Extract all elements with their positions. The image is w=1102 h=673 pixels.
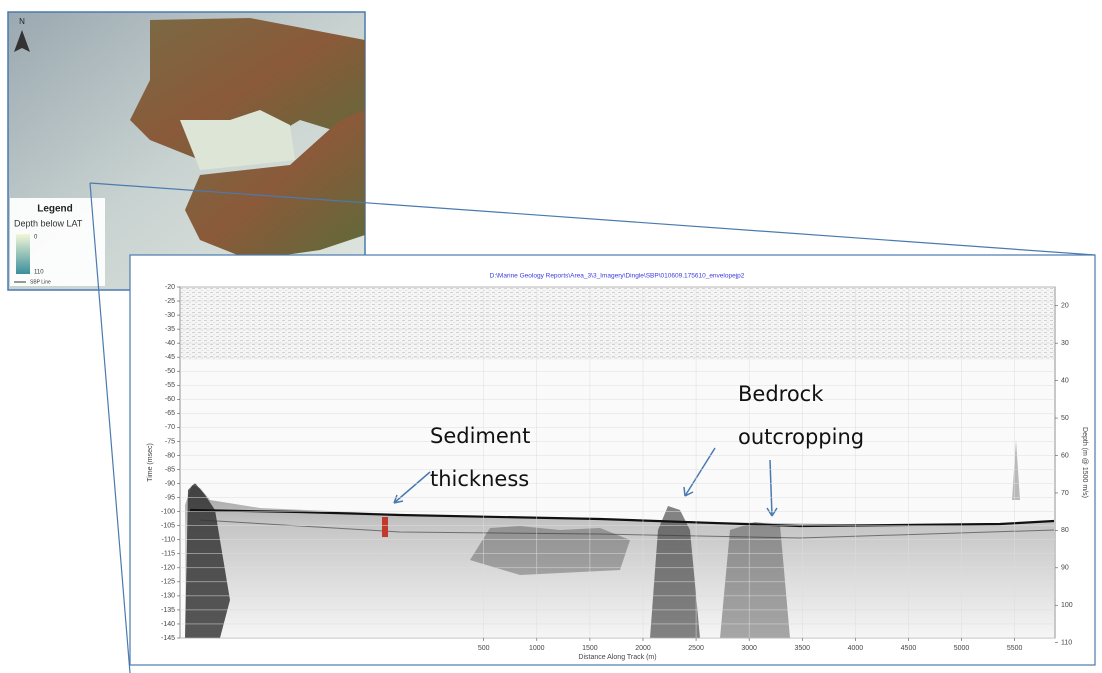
y-tick-label: -135 (161, 607, 175, 614)
x-tick-label: 5500 (1007, 645, 1023, 652)
water-noise (181, 288, 1054, 360)
y-axis-label: Time (msec) (147, 443, 154, 482)
y2-tick-label: 70 (1061, 490, 1069, 497)
x-tick-label: 500 (478, 645, 490, 652)
y-tick-label: -60 (165, 396, 175, 403)
y-tick-label: -65 (165, 410, 175, 417)
legend-title: Legend (37, 204, 73, 215)
annotation-label: Bedrock outcropping (738, 373, 898, 459)
north-label: N (19, 17, 25, 26)
y-tick-label: -20 (165, 284, 175, 291)
y-tick-label: -95 (165, 494, 175, 501)
rock (720, 522, 790, 638)
y-tick-label: -75 (165, 438, 175, 445)
y2-axis-label: Depth (m @ 1500 m/s) (1081, 427, 1088, 498)
y-tick-label: -100 (161, 508, 175, 515)
y2-tick-label: 60 (1061, 452, 1069, 459)
x-tick-label: 1000 (529, 645, 545, 652)
legend-ramp (16, 234, 30, 274)
y2-tick-label: 20 (1061, 303, 1069, 310)
y2-tick-label: 80 (1061, 527, 1069, 534)
sediment-marker (382, 517, 388, 537)
y-tick-label: -70 (165, 424, 175, 431)
y-tick-label: -45 (165, 354, 175, 361)
y-tick-label: -140 (161, 621, 175, 628)
figure: N Legend Depth below LAT 0 110 SBP Line … (0, 0, 1102, 673)
map-inset: N Legend Depth below LAT 0 110 SBP Line (8, 12, 365, 290)
y-tick-label: -145 (161, 635, 175, 642)
y-tick-label: -105 (161, 523, 175, 530)
y-tick-label: -50 (165, 368, 175, 375)
x-tick-label: 5000 (954, 645, 970, 652)
y2-tick-label: 50 (1061, 415, 1069, 422)
x-tick-label: 1500 (582, 645, 598, 652)
y-tick-label: -120 (161, 565, 175, 572)
y2-tick-label: 100 (1061, 602, 1073, 609)
y-tick-label: -90 (165, 480, 175, 487)
x-axis-label: Distance Along Track (m) (578, 654, 656, 661)
x-tick-label: 3500 (794, 645, 810, 652)
x-tick-label: 2500 (688, 645, 704, 652)
y2-tick-label: 90 (1061, 565, 1069, 572)
y-tick-label: -40 (165, 340, 175, 347)
annotation-label: Sediment thickness (430, 415, 570, 501)
legend-subtitle: Depth below LAT (14, 218, 83, 228)
y-tick-label: -80 (165, 452, 175, 459)
y2-tick-label: 110 (1061, 640, 1072, 647)
y-tick-label: -55 (165, 382, 175, 389)
y2-tick-label: 30 (1061, 340, 1069, 347)
x-tick-label: 3000 (741, 645, 757, 652)
legend-line-label: SBP Line (30, 279, 51, 285)
x-tick-label: 4000 (848, 645, 864, 652)
y-tick-label: -125 (161, 579, 175, 586)
figure-canvas: N Legend Depth below LAT 0 110 SBP Line … (0, 0, 1102, 673)
y2-tick-label: 40 (1061, 377, 1069, 384)
y-tick-label: -130 (161, 593, 175, 600)
y-tick-label: -35 (165, 326, 175, 333)
x-tick-label: 4500 (901, 645, 917, 652)
y-tick-label: -25 (165, 298, 175, 305)
legend-value: 110 (34, 270, 44, 276)
y-tick-label: -115 (162, 551, 176, 558)
profile-title: D:\Marine Geology Reports\Area_3\3_Image… (490, 273, 745, 280)
y-tick-label: -85 (165, 466, 175, 473)
plot-area (180, 287, 1055, 638)
y-tick-label: -110 (162, 537, 176, 544)
x-tick-label: 2000 (635, 645, 651, 652)
y-tick-label: -30 (165, 312, 175, 319)
